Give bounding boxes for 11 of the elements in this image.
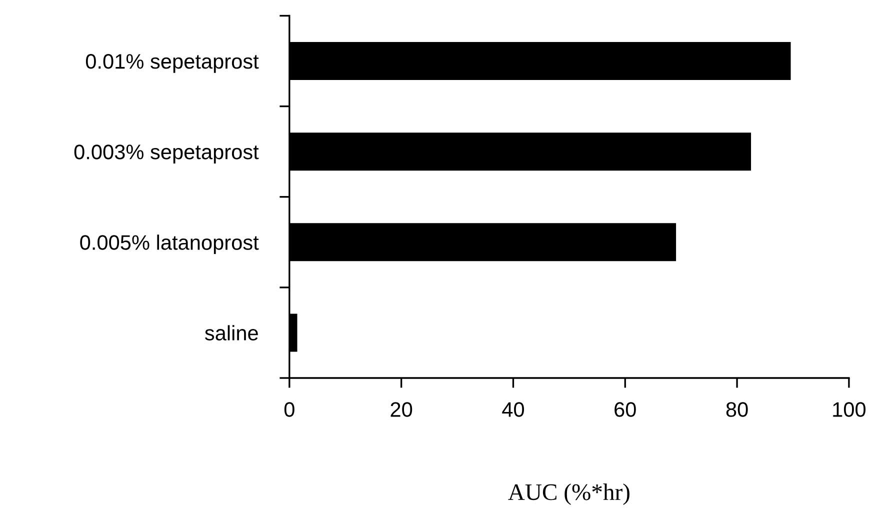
- x-tick-label: 0: [284, 402, 294, 417]
- x-tick-label: 60: [614, 402, 636, 417]
- x-tick-label: 40: [502, 402, 524, 417]
- x-tick-label: 80: [726, 402, 748, 417]
- y-tick-label: saline: [205, 325, 258, 340]
- y-tick-label: 0.003% sepetaprost: [74, 144, 259, 164]
- x-axis-title: AUC (%*hr): [508, 484, 630, 505]
- y-tick-label: 0.005% latanoprost: [80, 234, 259, 254]
- y-tick-label: 0.01% sepetaprost: [86, 54, 259, 73]
- x-tick-label: 100: [833, 402, 866, 417]
- x-tick-label: 20: [390, 402, 412, 417]
